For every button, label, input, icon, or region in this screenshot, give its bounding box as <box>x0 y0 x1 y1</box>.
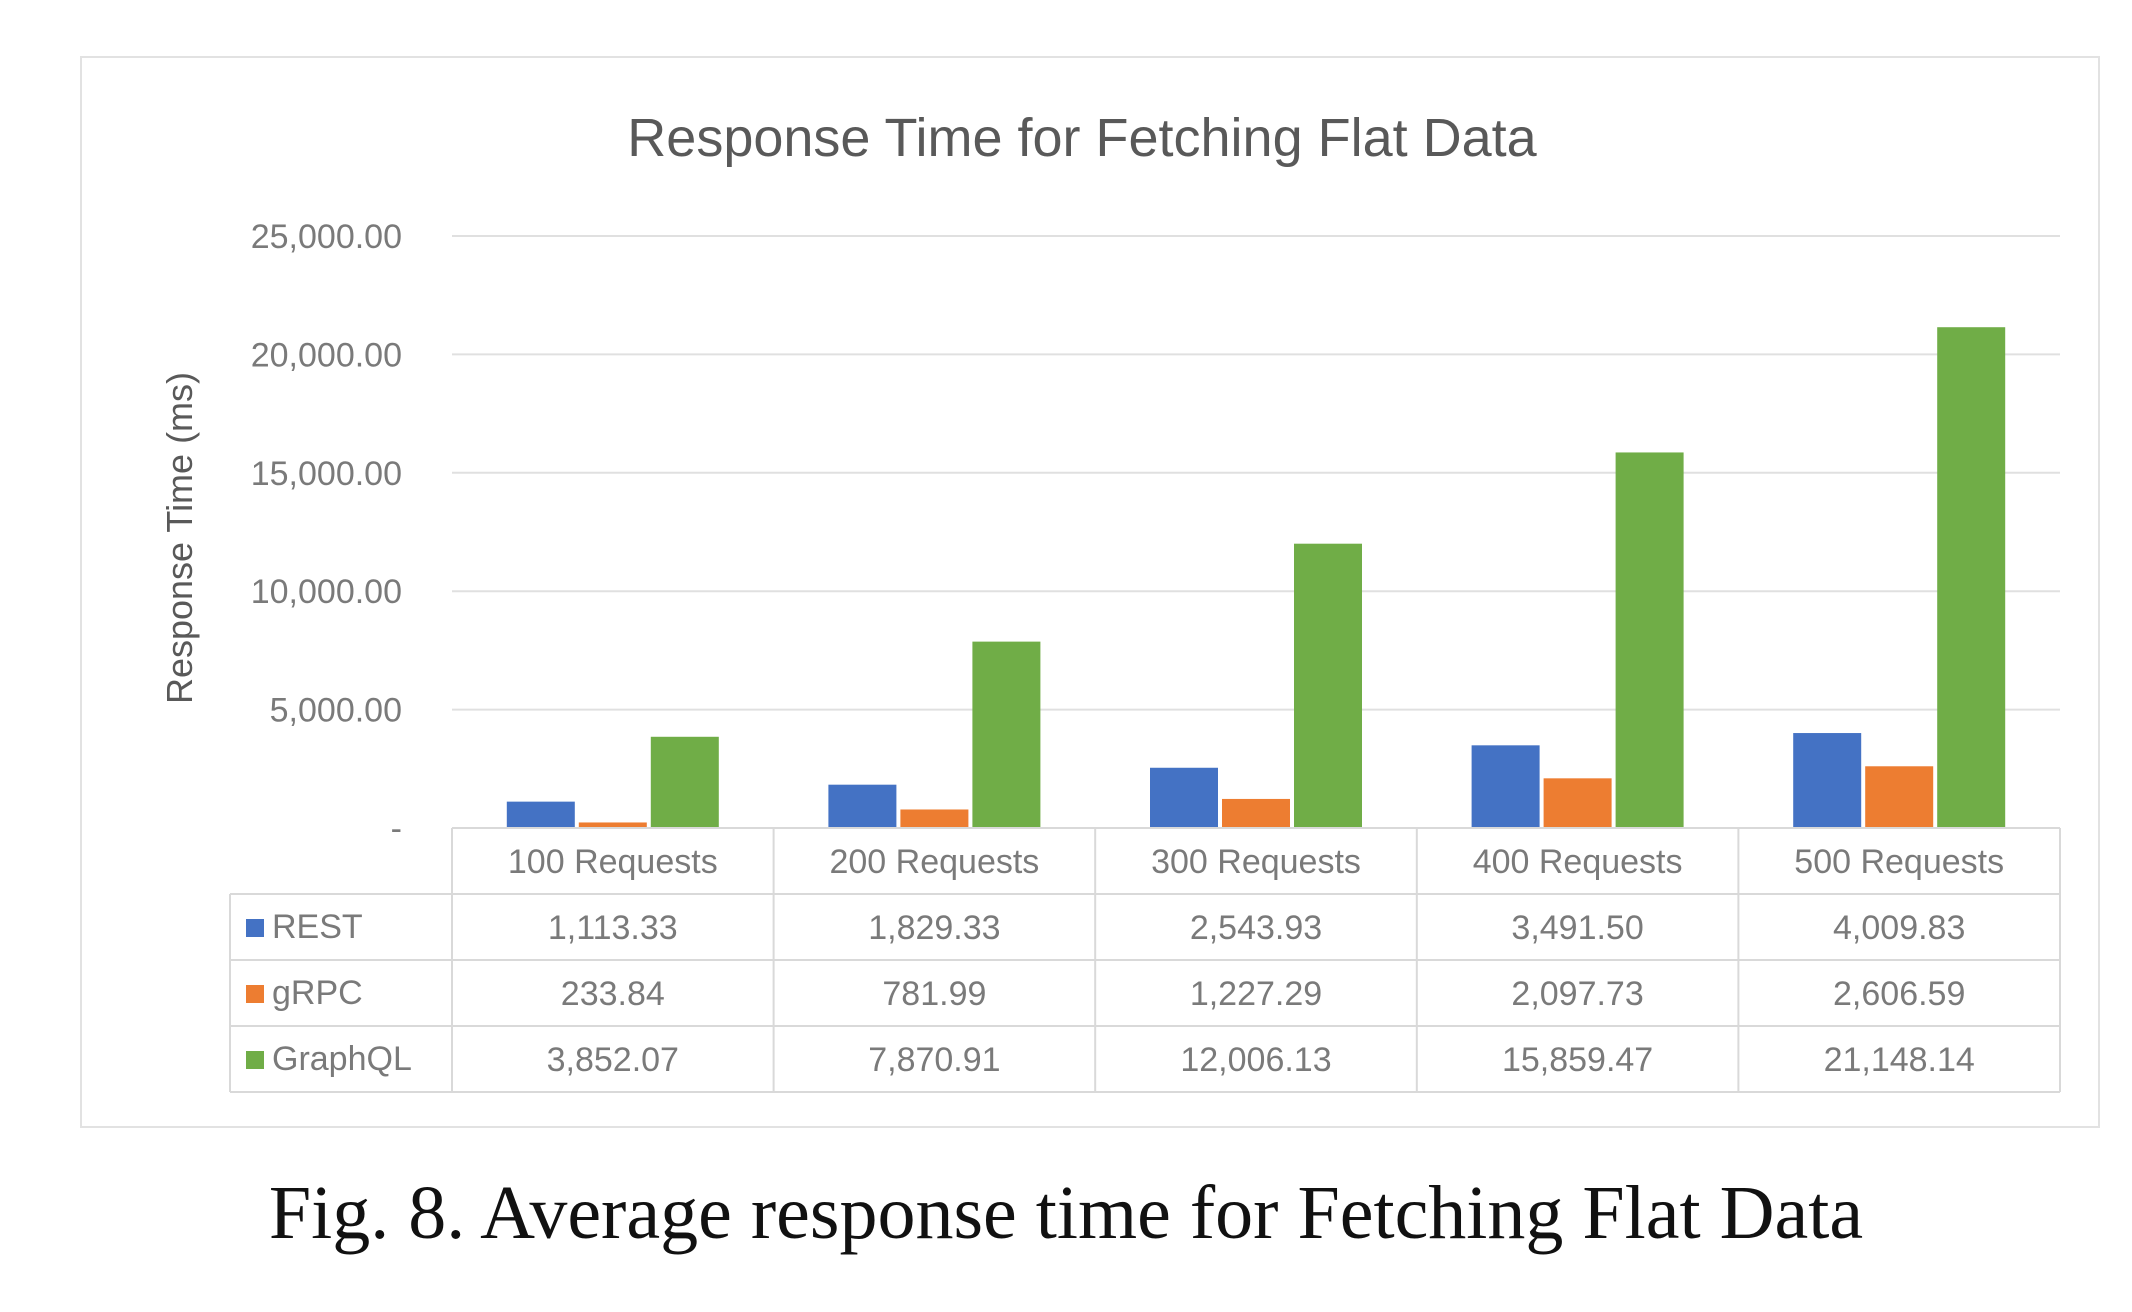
bar-grpc-5 <box>1865 766 1934 828</box>
bar-grpc-1 <box>578 822 647 828</box>
legend-label-rest: REST <box>272 908 363 946</box>
data-value-graphql: 21,148.14 <box>1824 1041 1975 1079</box>
y-tick-label: 10,000.00 <box>251 573 402 611</box>
data-value-graphql: 3,852.07 <box>547 1041 679 1079</box>
category-label: 100 Requests <box>508 843 718 881</box>
legend-swatch-rest <box>246 919 264 937</box>
data-value-grpc: 781.99 <box>882 975 986 1013</box>
legend-label-grpc: gRPC <box>272 974 363 1012</box>
data-value-rest: 4,009.83 <box>1833 909 1965 947</box>
category-label: 400 Requests <box>1473 843 1683 881</box>
bars <box>506 327 2006 828</box>
data-value-graphql: 15,859.47 <box>1502 1041 1653 1079</box>
bar-graphql-4 <box>1615 452 1684 828</box>
legend-label-graphql: GraphQL <box>272 1040 412 1078</box>
bar-graphql-3 <box>1294 543 1362 828</box>
data-table: 100 Requests 200 Requests 300 Requests 400 … <box>229 827 2061 1093</box>
data-value-rest: 1,113.33 <box>548 909 678 947</box>
chart-title: Response Time for Fetching Flat Data <box>627 108 1537 168</box>
data-value-graphql: 12,006.13 <box>1180 1041 1331 1079</box>
figure-caption: Fig. 8. Average response time for Fetchi… <box>268 1171 1864 1255</box>
data-value-rest: 3,491.50 <box>1511 909 1643 947</box>
bar-chart: Response Time for Fetching Flat Data Res… <box>159 108 2061 1093</box>
bar-rest-4 <box>1471 745 1540 828</box>
bar-rest-5 <box>1793 733 1862 828</box>
data-value-grpc: 2,097.73 <box>1511 975 1643 1013</box>
data-value-rest: 1,829.33 <box>868 909 1000 947</box>
category-label: 200 Requests <box>829 843 1039 881</box>
bar-grpc-2 <box>900 809 969 828</box>
y-tick-label: 20,000.00 <box>251 336 402 374</box>
bar-graphql-2 <box>972 641 1041 828</box>
bar-graphql-5 <box>1937 327 2006 828</box>
y-tick-labels: - 5,000.00 10,000.00 15,000.00 20,000.00 25,0… <box>251 218 402 848</box>
bar-rest-1 <box>506 801 575 828</box>
y-axis-label: Response Time (ms) <box>159 372 200 704</box>
y-tick-label: 5,000.00 <box>270 692 402 730</box>
gridlines <box>452 235 2060 711</box>
category-label: 500 Requests <box>1794 843 2004 881</box>
data-value-grpc: 233.84 <box>561 975 665 1013</box>
bar-grpc-4 <box>1543 778 1612 828</box>
y-tick-label: - <box>391 810 402 848</box>
data-value-graphql: 7,870.91 <box>868 1041 1000 1079</box>
legend-swatch-grpc <box>246 985 264 1003</box>
bar-grpc-3 <box>1222 798 1290 828</box>
y-tick-label: 15,000.00 <box>251 455 402 493</box>
bar-graphql-1 <box>650 736 719 828</box>
chart-frame: Response Time for Fetching Flat Data Res… <box>80 56 2100 1128</box>
category-label: 300 Requests <box>1151 843 1361 881</box>
bar-rest-2 <box>828 784 897 828</box>
data-value-grpc: 2,606.59 <box>1833 975 1965 1013</box>
data-value-grpc: 1,227.29 <box>1190 975 1322 1013</box>
bar-rest-3 <box>1150 767 1218 828</box>
legend-swatch-graphql <box>246 1051 264 1069</box>
data-value-rest: 2,543.93 <box>1190 909 1322 947</box>
y-tick-label: 25,000.00 <box>251 218 402 256</box>
